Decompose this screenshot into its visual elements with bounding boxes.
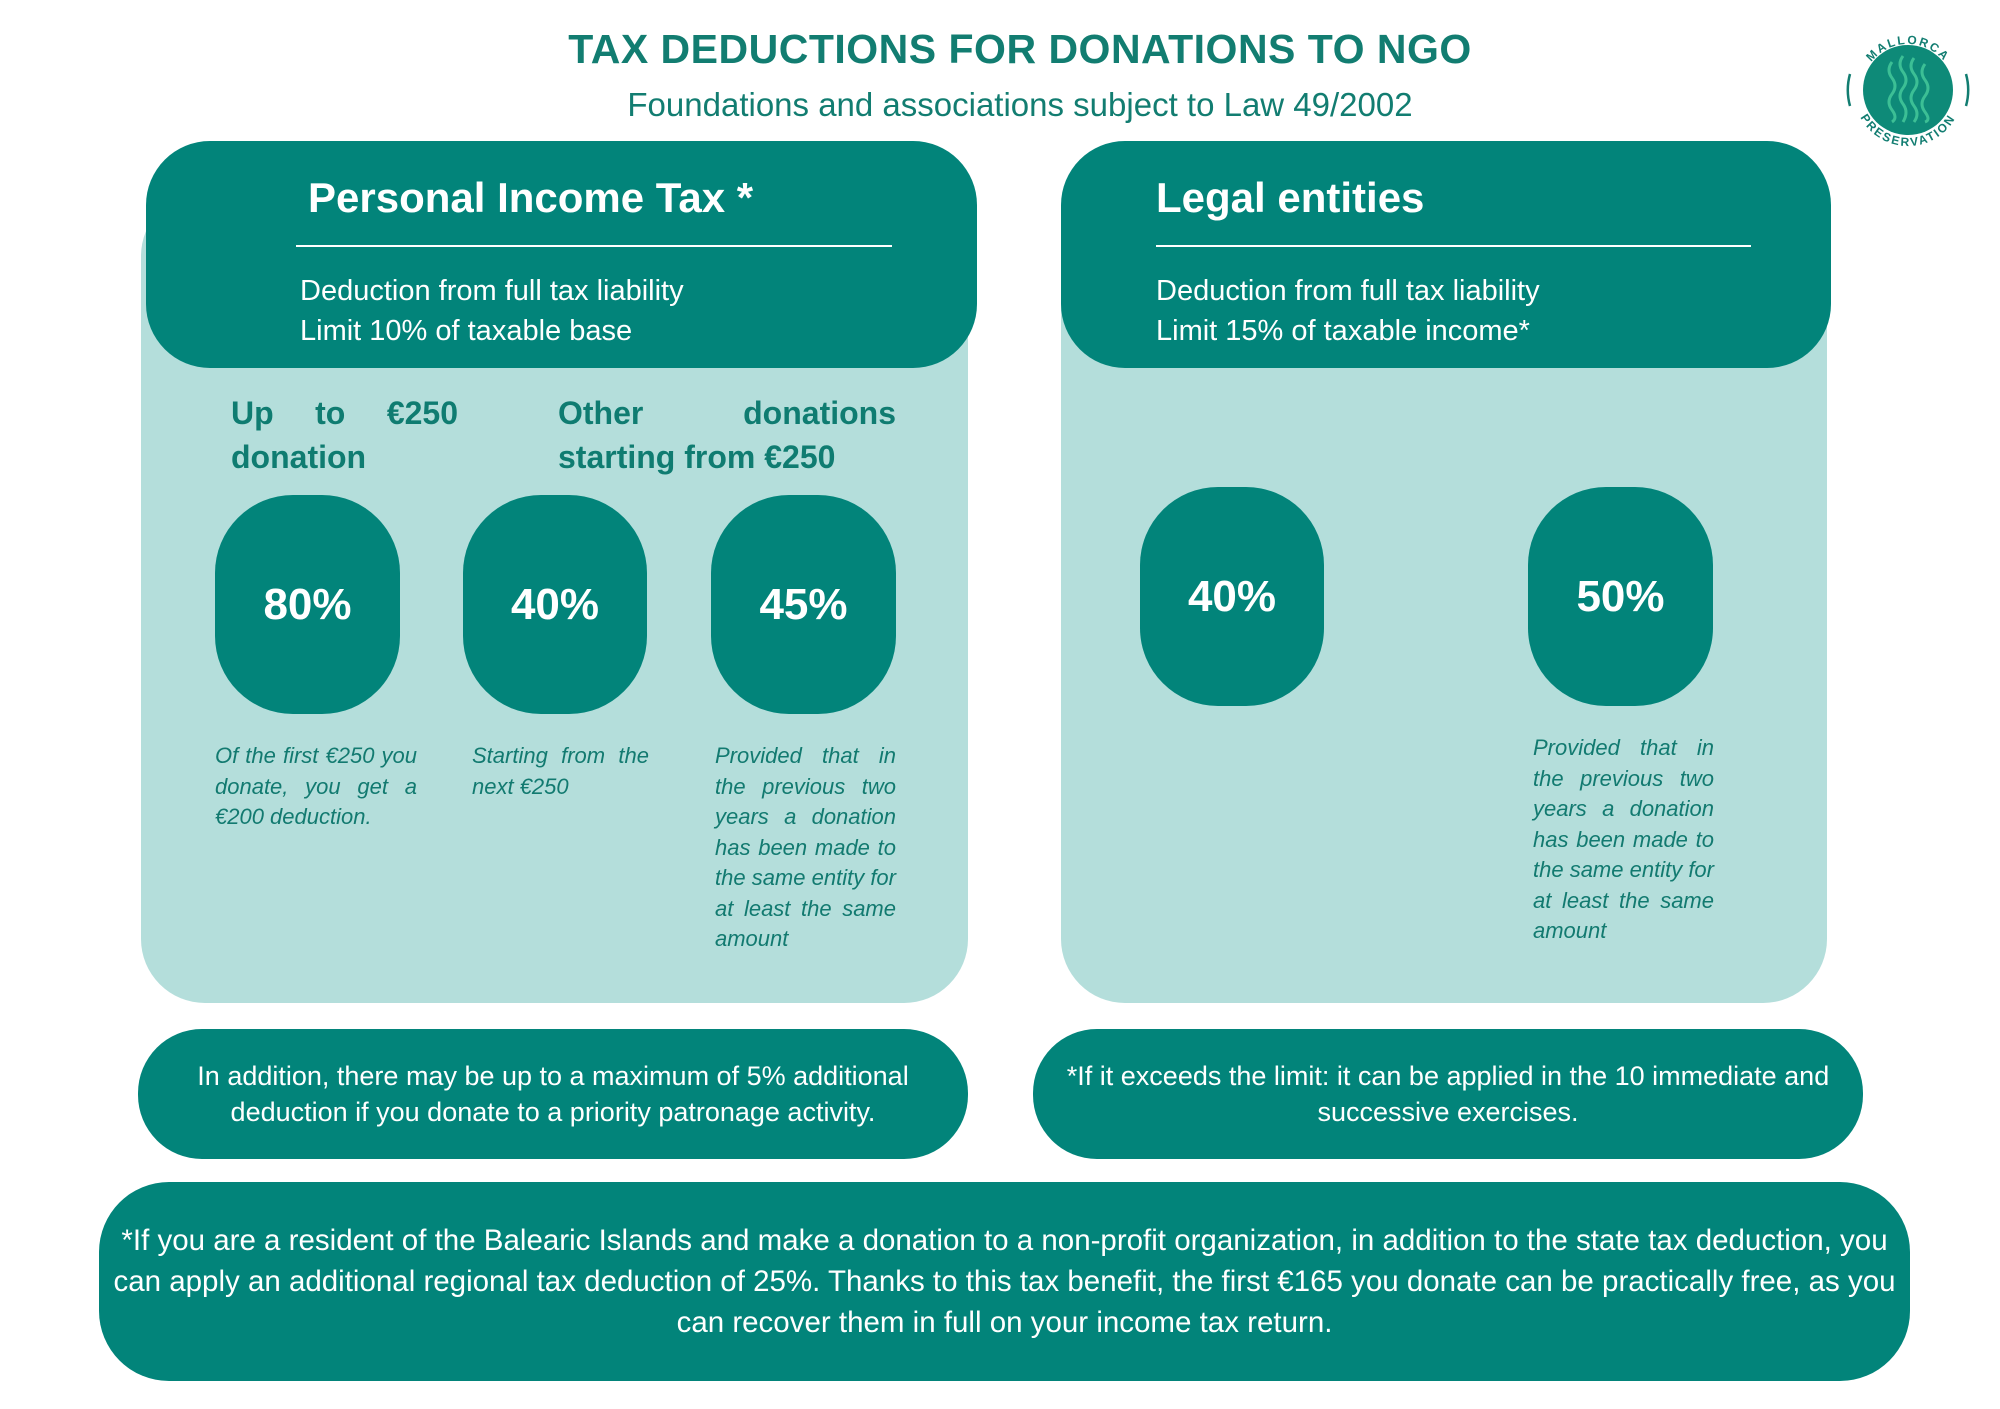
- group-heading-line: Other donations: [558, 395, 896, 431]
- legal-footnote: *If it exceeds the limit: it can be appl…: [1033, 1029, 1863, 1159]
- legal-footnote-text: *If it exceeds the limit: it can be appl…: [1066, 1061, 1830, 1127]
- personal-footnote: In addition, there may be up to a maximu…: [138, 1029, 968, 1159]
- deduction-box-legal-40: 40%: [1140, 487, 1324, 706]
- personal-footnote-text: In addition, there may be up to a maximu…: [197, 1061, 909, 1127]
- header-divider: [296, 245, 892, 247]
- legal-desc: Deduction from full tax liability Limit …: [1156, 271, 1540, 351]
- note-40: Starting from the next €250: [472, 743, 649, 799]
- personal-income-tax-header: [146, 141, 977, 368]
- group-heading-line: donation: [231, 439, 367, 475]
- legal-entities-header: [1061, 141, 1831, 368]
- page-title: TAX DEDUCTIONS FOR DONATIONS TO NGO: [568, 26, 1472, 72]
- waves-icon: MALLORCA PRESERVATION: [1846, 33, 1970, 149]
- deduction-box-40: 40%: [463, 495, 647, 714]
- desc-line: Deduction from full tax liability: [1156, 275, 1540, 307]
- group-heading-line: Up to €250: [231, 395, 458, 431]
- deduction-box-80: 80%: [215, 495, 400, 714]
- note-45: Provided that in the previous two years …: [715, 743, 896, 951]
- header-divider: [1156, 245, 1751, 247]
- mallorca-preservation-logo: MALLORCA PRESERVATION: [1840, 22, 1976, 158]
- personal-income-tax-title: Personal Income Tax *: [308, 174, 754, 221]
- balearic-note-text: *If you are a resident of the Balearic I…: [113, 1224, 1896, 1339]
- balearic-note: *If you are a resident of the Balearic I…: [99, 1182, 1910, 1381]
- personal-desc: Deduction from full tax liability Limit …: [300, 271, 684, 351]
- deduction-box-legal-50: 50%: [1528, 487, 1713, 706]
- desc-line: Limit 10% of taxable base: [300, 315, 633, 347]
- note-legal-50: Provided that in the previous two years …: [1533, 735, 1714, 943]
- group-heading-other-donations: Other donations starting from €250: [558, 391, 896, 479]
- desc-line: Deduction from full tax liability: [300, 275, 684, 307]
- legal-entities-title: Legal entities: [1156, 174, 1425, 221]
- group-heading-line: starting from €250: [558, 439, 836, 475]
- desc-line: Limit 15% of taxable income*: [1156, 315, 1530, 347]
- deduction-box-45: 45%: [711, 495, 896, 714]
- note-80: Of the first €250 you donate, you get a …: [215, 743, 417, 829]
- page-subtitle: Foundations and associations subject to …: [627, 86, 1413, 123]
- group-heading-up-to-250: Up to €250 donation: [231, 391, 458, 479]
